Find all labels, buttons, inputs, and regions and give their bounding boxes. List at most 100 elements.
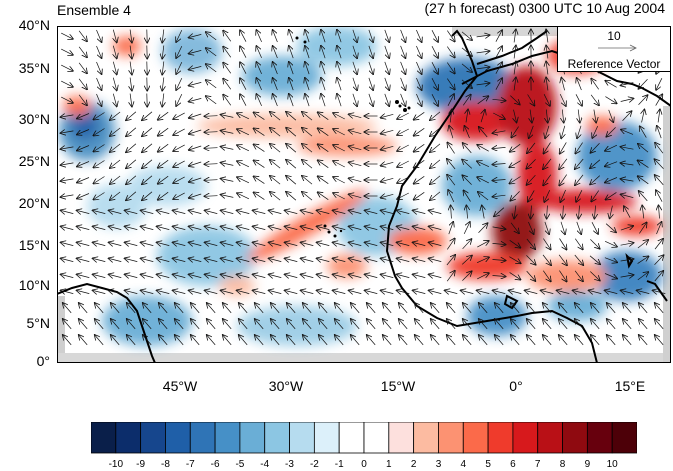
wind-vector <box>445 290 458 293</box>
wind-vector <box>254 192 265 200</box>
wind-vector <box>173 160 185 167</box>
wind-vector <box>621 147 634 149</box>
wind-vector <box>142 159 153 168</box>
wind-vector <box>397 144 409 151</box>
wind-vector <box>302 192 313 201</box>
wind-vector <box>573 290 586 293</box>
wind-vector <box>492 99 506 100</box>
wind-vector <box>337 46 342 59</box>
wind-vector <box>237 177 250 184</box>
wind-vector <box>110 159 121 168</box>
wind-vector <box>189 34 202 37</box>
wind-vector <box>255 335 264 346</box>
wind-vector <box>256 78 262 91</box>
wind-vector <box>317 226 330 229</box>
wind-vector <box>493 112 505 119</box>
wind-vector <box>223 63 232 74</box>
wind-vector <box>561 125 565 138</box>
wind-vector <box>126 159 137 168</box>
wind-vector <box>63 335 72 346</box>
wind-vector <box>416 29 421 42</box>
wind-vector <box>461 256 472 265</box>
wind-vector <box>541 290 554 293</box>
wind-vector <box>525 290 538 293</box>
wind-vector <box>301 274 314 277</box>
colorbar-swatch <box>165 422 191 454</box>
wind-vector <box>450 110 452 123</box>
wind-vector <box>158 191 169 200</box>
wind-vector <box>590 159 601 168</box>
wind-vector <box>605 144 618 151</box>
wind-vector <box>351 303 360 314</box>
wind-vector <box>303 319 312 330</box>
colorbar-tick-label: 3 <box>435 459 442 470</box>
wind-vector <box>176 93 183 106</box>
wind-vector <box>479 335 488 346</box>
wind-vector <box>381 130 394 133</box>
wind-vector <box>113 61 116 75</box>
wind-vector <box>510 95 519 105</box>
wind-vector <box>78 94 87 105</box>
wind-vector <box>606 127 616 136</box>
wind-vector <box>189 98 202 101</box>
wind-vector <box>270 128 281 137</box>
wind-vector <box>384 61 389 74</box>
wind-vector <box>447 143 455 154</box>
wind-vector <box>446 255 455 266</box>
wind-vector <box>93 290 106 293</box>
wind-vector <box>285 210 298 213</box>
wind-vector <box>461 31 472 40</box>
wind-vector <box>447 319 456 330</box>
wind-vector <box>289 94 294 107</box>
wind-vector <box>286 144 297 153</box>
wind-vector <box>159 319 168 330</box>
wind-vector <box>605 177 618 183</box>
wind-vector <box>349 194 362 197</box>
wind-vector <box>477 241 488 248</box>
wind-vector <box>158 175 169 184</box>
colorbar-swatch <box>388 422 415 454</box>
wind-vector <box>96 29 102 42</box>
wind-vector <box>173 192 185 199</box>
wind-vector <box>240 46 247 58</box>
wind-vector <box>397 274 410 277</box>
wind-vector <box>321 46 326 59</box>
wind-vector <box>605 96 616 104</box>
wind-vector <box>493 195 506 197</box>
wind-vector <box>526 238 535 249</box>
wind-vector <box>256 46 262 59</box>
wind-vector <box>162 77 164 91</box>
wind-vector <box>113 77 116 91</box>
wind-vector <box>176 77 183 90</box>
wind-vector <box>575 238 582 250</box>
wind-vector <box>579 205 580 219</box>
wind-vector <box>189 242 202 245</box>
wind-vector <box>285 290 298 293</box>
wind-vector <box>61 115 74 117</box>
wind-vector <box>162 61 164 75</box>
wind-vector <box>61 147 74 149</box>
wind-vector <box>493 180 506 181</box>
wind-vector <box>639 335 648 346</box>
wind-vector <box>255 319 264 330</box>
wind-vector <box>642 206 644 219</box>
wind-vector <box>639 223 646 234</box>
wind-vector <box>577 125 581 138</box>
wind-vector <box>494 207 505 217</box>
wind-vector <box>476 83 490 85</box>
wind-vector <box>575 335 584 346</box>
wind-vector <box>607 335 616 346</box>
wind-vector <box>302 112 313 121</box>
wind-vector <box>543 335 552 346</box>
colorbar-tick-label: -3 <box>285 459 294 470</box>
wind-vector <box>415 335 424 346</box>
wind-vector <box>431 30 438 42</box>
colorbar-swatch <box>413 422 439 454</box>
wind-vector <box>462 239 472 250</box>
wind-vector <box>463 303 472 314</box>
wind-vector <box>113 93 116 107</box>
wind-vector <box>655 319 664 330</box>
wind-vector <box>157 290 170 293</box>
wind-vector <box>413 274 426 277</box>
wind-vector <box>157 274 170 277</box>
